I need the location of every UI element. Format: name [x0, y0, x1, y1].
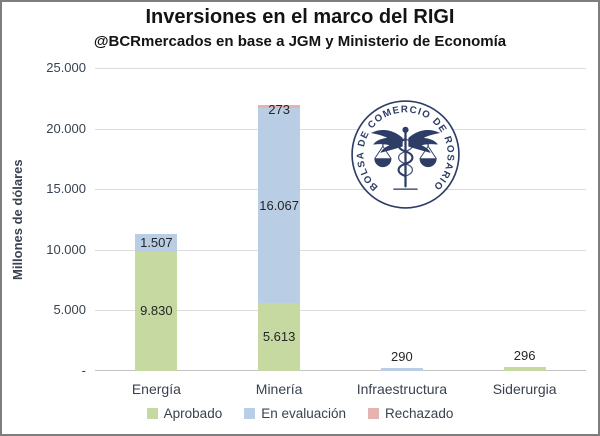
value-label: 16.067	[259, 197, 299, 213]
value-label: 273	[268, 101, 290, 117]
gridline	[95, 249, 586, 251]
bar-segment	[258, 108, 301, 303]
y-tick: 5.000	[53, 302, 86, 318]
legend-swatch	[368, 408, 380, 419]
value-label: 9.830	[140, 303, 173, 319]
y-axis-tick-labels: 25.000 20.000 15.000 10.000 5.000 -	[2, 60, 86, 378]
value-label: 5.613	[262, 329, 296, 344]
category-label-infraestructura: Infraestructura	[356, 381, 447, 397]
chart-title: Inversiones en el marco del RIGI	[145, 6, 455, 28]
bar-segment	[380, 367, 423, 371]
legend-item-rechazado: Rechazado	[368, 406, 453, 421]
y-tick: 10.000	[46, 241, 86, 257]
gridline	[95, 68, 586, 69]
bar-segment	[135, 233, 178, 252]
legend-item-en-evaluacion: En evaluación	[244, 406, 346, 421]
category-label-energia: Energía	[131, 381, 181, 397]
chart-subtitle: @BCRmercados en base a JGM y Ministerio …	[93, 33, 507, 50]
y-tick: 20.000	[46, 120, 86, 136]
gridline	[95, 128, 586, 130]
y-tick: 15.000	[46, 181, 86, 197]
plot-area: 9.830 1.507 5.613 16.067 273 290 296	[95, 68, 586, 371]
y-tick: 25.000	[46, 60, 86, 75]
category-axis: Energía Minería Infraestructura Siderurg…	[95, 381, 586, 397]
bar-segment	[258, 302, 301, 371]
category-label-mineria: Minería	[255, 381, 303, 397]
value-label: 296	[513, 348, 536, 364]
bar-segment	[258, 104, 301, 109]
caduceus-and-scales-icon	[370, 126, 441, 191]
legend-label: En evaluación	[261, 406, 347, 421]
legend-label: Rechazado	[385, 406, 454, 421]
bcr-logo: BOLSA DE COMERCIO DE ROSARIO	[351, 100, 460, 209]
bar-segment	[503, 367, 546, 371]
value-label: 290	[391, 348, 413, 364]
legend-item-aprobado: Aprobado	[146, 406, 223, 421]
bar-segment	[135, 251, 178, 371]
x-axis-line	[95, 370, 586, 371]
y-tick: -	[81, 363, 86, 378]
legend: Aprobado En evaluación Rechazado	[2, 406, 598, 421]
value-label: 1.507	[140, 234, 173, 250]
category-label-siderurgia: Siderurgia	[492, 381, 557, 397]
legend-label: Aprobado	[163, 406, 223, 421]
gridline	[95, 310, 586, 312]
gridline	[95, 189, 586, 191]
legend-swatch	[244, 408, 256, 419]
legend-swatch	[146, 408, 158, 419]
